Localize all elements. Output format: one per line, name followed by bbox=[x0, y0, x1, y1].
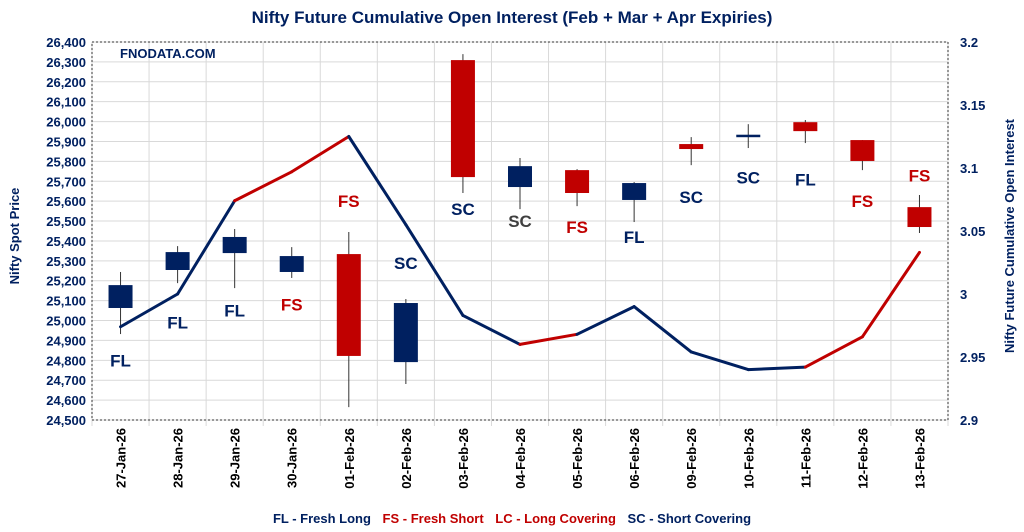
candle-label: FS bbox=[281, 296, 303, 315]
candle-label: FL bbox=[167, 314, 188, 333]
plot-border bbox=[91, 41, 949, 421]
candle-label: FS bbox=[338, 192, 360, 211]
candle-label: FL bbox=[795, 170, 816, 189]
y2-tick-label: 3.15 bbox=[960, 98, 985, 113]
y-tick-label: 25,600 bbox=[46, 194, 86, 209]
y2-tick-label: 2.9 bbox=[960, 413, 978, 428]
x-tick-label: 29-Jan-26 bbox=[228, 428, 243, 488]
y-tick-label: 25,100 bbox=[46, 294, 86, 309]
candle-body bbox=[565, 170, 590, 194]
candle-label: SC bbox=[394, 254, 418, 273]
candle-body bbox=[222, 236, 247, 254]
x-tick-label: 05-Feb-26 bbox=[570, 428, 585, 489]
candle-label: SC bbox=[451, 200, 475, 219]
candle-body bbox=[108, 285, 133, 308]
candle-body bbox=[622, 183, 647, 200]
y-axis-label: Nifty Spot Price bbox=[7, 188, 22, 285]
y2-tick-label: 3.05 bbox=[960, 224, 985, 239]
legend-lc: LC - Long Covering bbox=[495, 511, 616, 526]
legend-fl: FL - Fresh Long bbox=[272, 511, 371, 526]
oi-line-segment bbox=[575, 305, 636, 336]
x-tick-label: 03-Feb-26 bbox=[456, 428, 471, 489]
y-tick-label: 26,400 bbox=[46, 35, 86, 50]
y2-tick-label: 3.2 bbox=[960, 35, 978, 50]
candle-body bbox=[450, 60, 475, 178]
y-tick-label: 26,100 bbox=[46, 95, 86, 110]
candle-label: SC bbox=[736, 168, 760, 187]
y-tick-label: 24,600 bbox=[46, 393, 86, 408]
watermark: FNODATA.COM bbox=[120, 46, 216, 61]
x-tick-label: 12-Feb-26 bbox=[855, 428, 870, 489]
x-tick-label: 13-Feb-26 bbox=[912, 428, 927, 489]
candle-body bbox=[793, 122, 818, 132]
candle-label: SC bbox=[508, 212, 532, 231]
y-tick-label: 24,900 bbox=[46, 333, 86, 348]
candle-label: FS bbox=[909, 166, 931, 185]
candle-body bbox=[508, 166, 532, 188]
y-tick-label: 26,200 bbox=[46, 75, 86, 90]
candle-body bbox=[907, 207, 932, 228]
candle-body bbox=[736, 134, 761, 138]
y-tick-label: 25,500 bbox=[46, 214, 86, 229]
x-tick-label: 27-Jan-26 bbox=[114, 428, 129, 488]
x-tick-label: 04-Feb-26 bbox=[513, 428, 528, 489]
oi-line-segment bbox=[518, 332, 579, 346]
y-tick-label: 26,300 bbox=[46, 55, 86, 70]
y2-tick-label: 2.95 bbox=[960, 350, 985, 365]
y-tick-label: 25,800 bbox=[46, 154, 86, 169]
oi-line-segment bbox=[347, 135, 408, 227]
oi-line-segment bbox=[119, 292, 180, 329]
candle-label: SC bbox=[679, 188, 703, 207]
oi-line-segment bbox=[404, 223, 465, 317]
oi-line-segment bbox=[176, 199, 237, 296]
candle-body bbox=[336, 254, 361, 356]
candle-label: FS bbox=[852, 192, 874, 211]
y-tick-label: 24,800 bbox=[46, 353, 86, 368]
candle-body bbox=[165, 252, 190, 270]
y-tick-label: 26,000 bbox=[46, 115, 86, 130]
oi-line-segment bbox=[746, 365, 807, 372]
legend-sc: SC - Short Covering bbox=[627, 511, 752, 526]
x-tick-label: 28-Jan-26 bbox=[171, 428, 186, 488]
x-tick-label: 10-Feb-26 bbox=[741, 428, 756, 489]
y2-tick-label: 3 bbox=[960, 287, 967, 302]
candle-label: FL bbox=[110, 351, 131, 370]
x-tick-label: 30-Jan-26 bbox=[285, 428, 300, 488]
candle-label: FS bbox=[566, 218, 588, 237]
y-tick-label: 25,900 bbox=[46, 134, 86, 149]
y-tick-label: 25,000 bbox=[46, 314, 86, 329]
oi-line-segment bbox=[860, 250, 921, 339]
oi-line-segment bbox=[461, 313, 522, 346]
y2-axis-label: Nifty Future Cumulative Open Interest bbox=[1002, 118, 1017, 353]
candle-body bbox=[279, 256, 304, 272]
oi-line-segment bbox=[233, 170, 294, 203]
candle-label: FL bbox=[224, 302, 245, 321]
y-tick-label: 25,200 bbox=[46, 274, 86, 289]
y-tick-label: 24,500 bbox=[46, 413, 86, 428]
candle-label: FL bbox=[624, 228, 645, 247]
legend: FL - Fresh Long FS - Fresh Short LC - Lo… bbox=[0, 511, 1024, 526]
x-tick-label: 06-Feb-26 bbox=[627, 428, 642, 489]
x-tick-label: 09-Feb-26 bbox=[684, 428, 699, 489]
x-tick-label: 01-Feb-26 bbox=[342, 428, 357, 489]
oi-line-segment bbox=[803, 335, 864, 369]
candle-body bbox=[850, 140, 875, 161]
oi-line-segment bbox=[632, 305, 693, 354]
candle-body bbox=[393, 303, 418, 363]
y-tick-label: 25,400 bbox=[46, 234, 86, 249]
x-tick-label: 02-Feb-26 bbox=[399, 428, 414, 489]
chart-title: Nifty Future Cumulative Open Interest (F… bbox=[251, 8, 773, 27]
x-tick-label: 11-Feb-26 bbox=[798, 428, 813, 488]
legend-fs: FS - Fresh Short bbox=[382, 511, 484, 526]
y-tick-label: 24,700 bbox=[46, 373, 86, 388]
y2-tick-label: 3.1 bbox=[960, 161, 978, 176]
candle-body bbox=[679, 144, 704, 150]
oi-line-segment bbox=[290, 135, 351, 174]
y-tick-label: 25,300 bbox=[46, 254, 86, 269]
y-tick-label: 25,700 bbox=[46, 174, 86, 189]
oi-line-segment bbox=[689, 350, 750, 372]
